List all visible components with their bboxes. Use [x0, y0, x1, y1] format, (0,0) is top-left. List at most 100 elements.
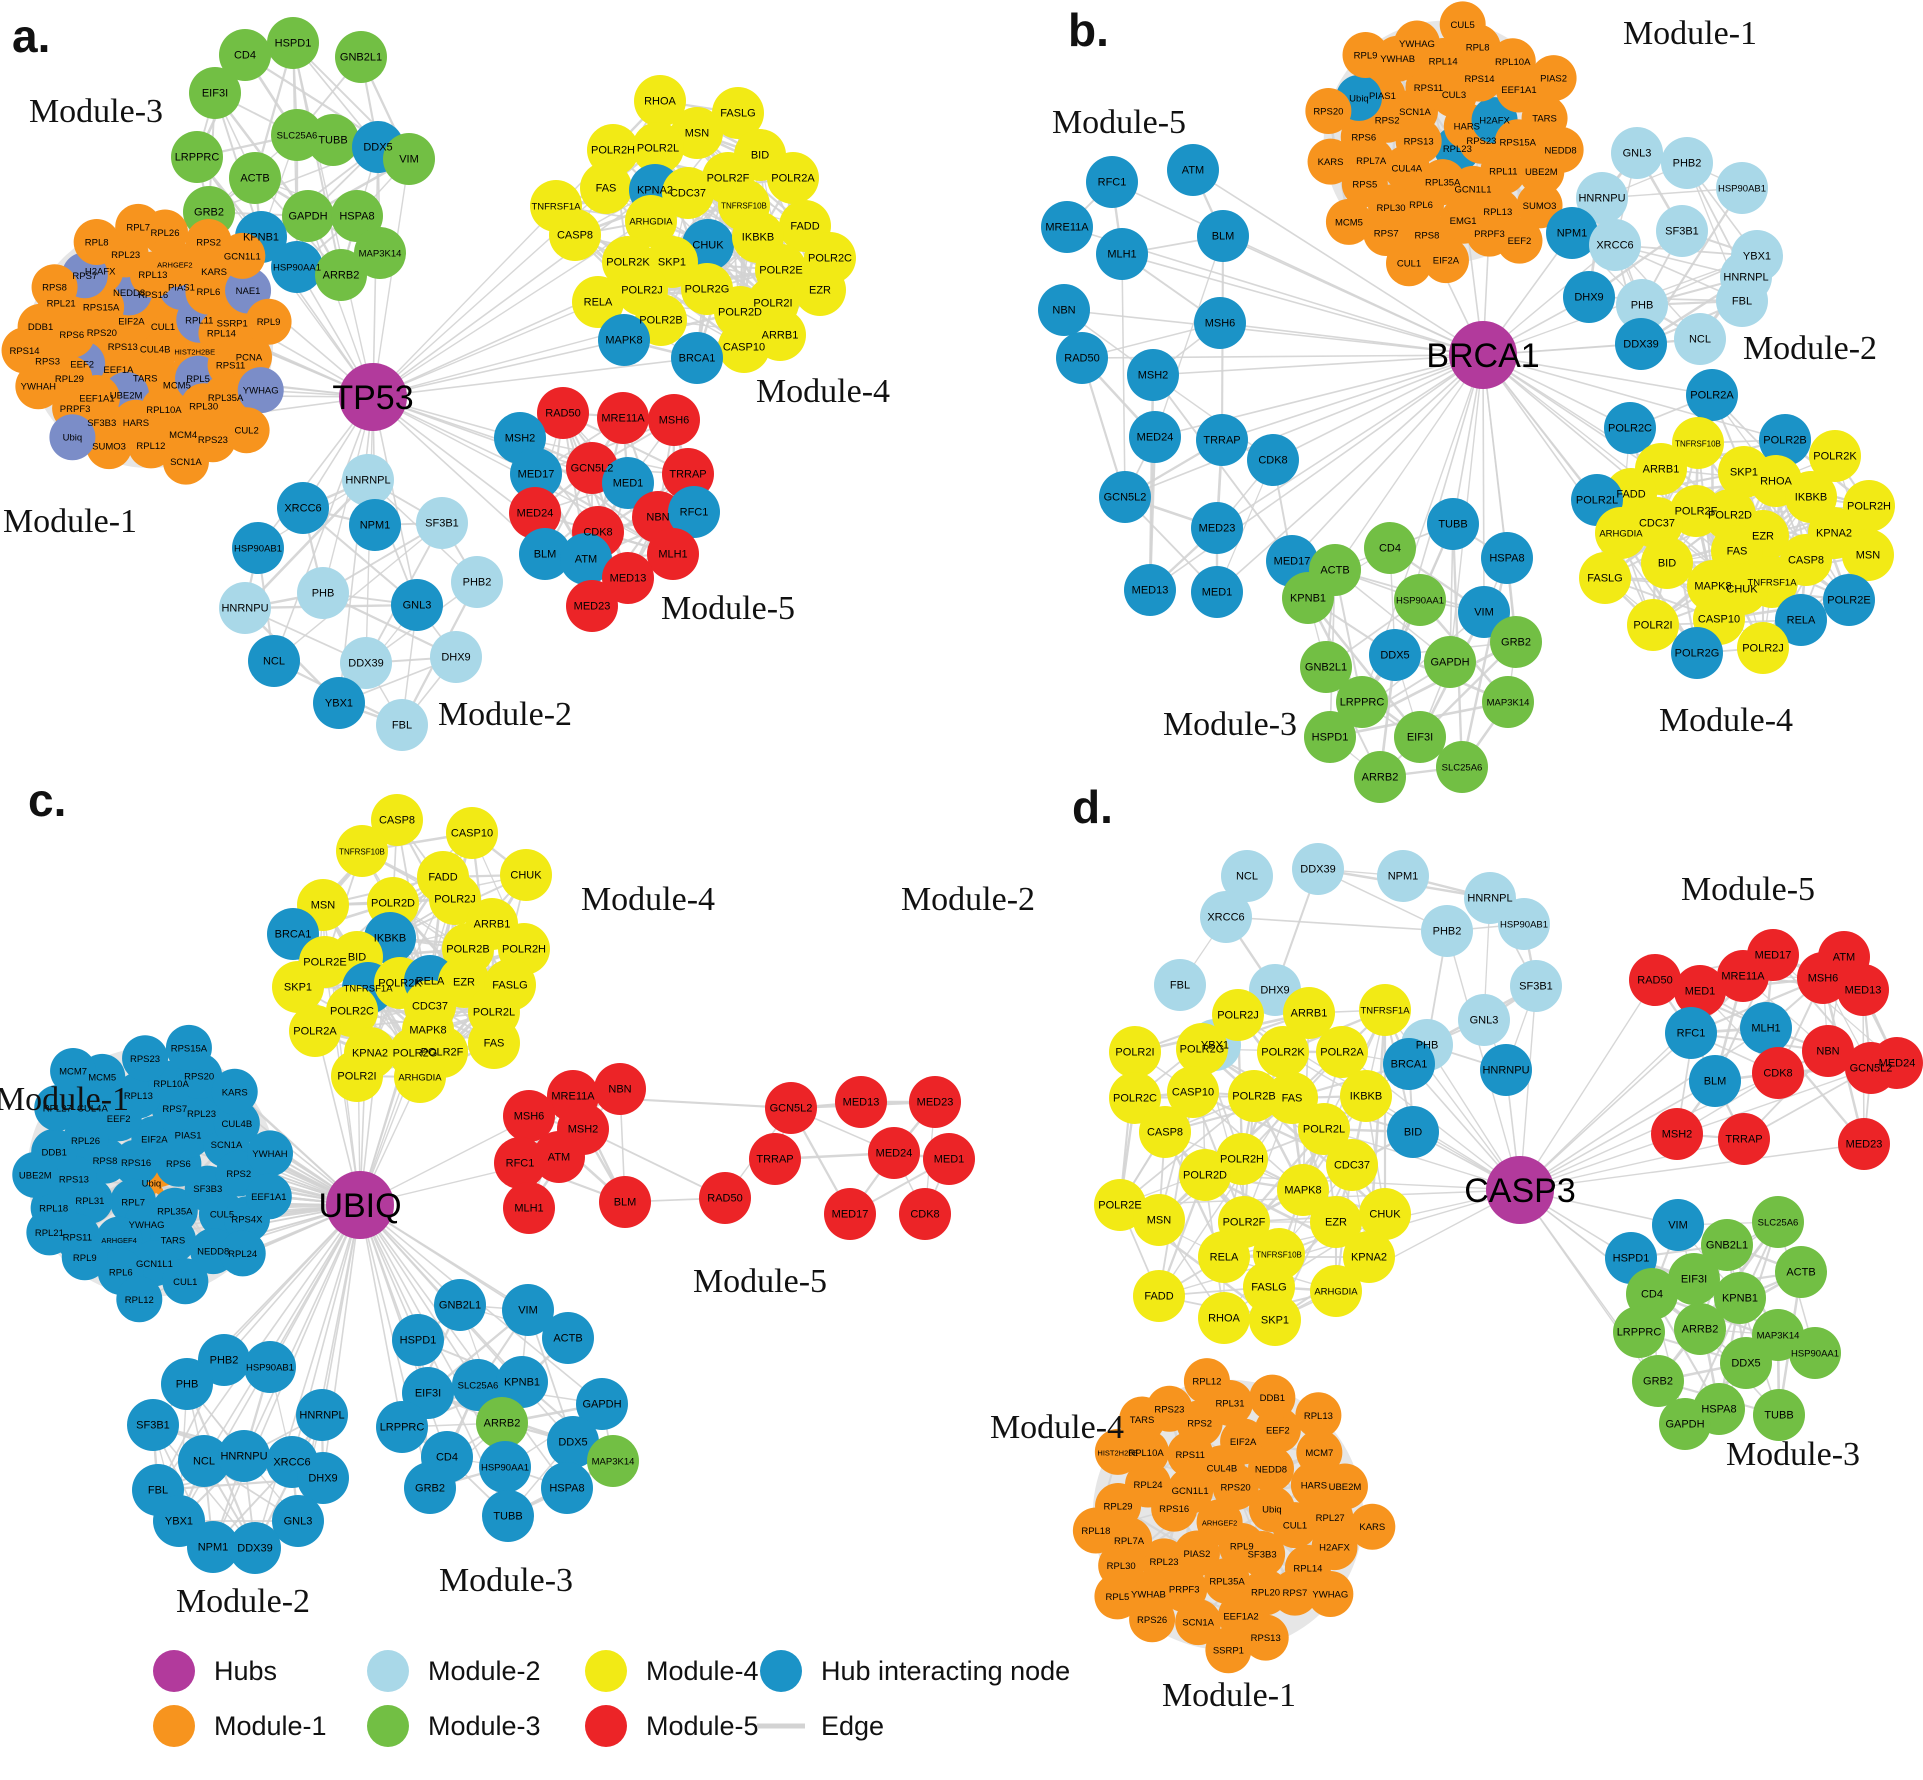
edge [1307, 597, 1421, 738]
node-label: RFC1 [1098, 177, 1127, 189]
node-label: CASP8 [1147, 1127, 1183, 1139]
node-label: EEF1A1 [1501, 85, 1536, 96]
node-label: MAP3K14 [592, 1457, 635, 1468]
node-label: HNRNPL [345, 475, 390, 487]
node-label: TUBB [1438, 519, 1467, 531]
node-label: FADD [790, 221, 819, 233]
node-label: POLR2K [1813, 451, 1857, 463]
node-RAD50 [537, 387, 589, 439]
node-DDB1 [1249, 1374, 1296, 1421]
node-HSPD1 [1304, 711, 1356, 763]
node-label: RPL30 [1107, 1561, 1136, 1572]
node-label: POLR2D [718, 307, 762, 319]
node-label: RAD50 [1637, 975, 1672, 987]
node-SF3B1 [416, 497, 468, 549]
node-POLR2I [331, 1050, 383, 1102]
node-BLM [1197, 210, 1249, 262]
node-label: POLR2D [1708, 510, 1752, 522]
node-label: CDC37 [670, 188, 706, 200]
node-label: YWHAG [1312, 1589, 1348, 1600]
node-label: EIF2A [118, 316, 145, 327]
node-label: ARHGEF2 [1202, 1519, 1237, 1528]
edge [1519, 985, 1537, 1191]
node-label: EIF3I [415, 1388, 441, 1400]
node-label: LRPPRC [1340, 697, 1385, 709]
module-title-d-Module-2: Module-2 [901, 881, 1035, 918]
node-label: EEF2 [70, 359, 94, 370]
node-label: FBL [1732, 296, 1752, 308]
edge [1323, 1128, 1521, 1191]
node-label: RPS14 [1464, 74, 1494, 85]
node-label: XRCC6 [284, 503, 321, 515]
node-label: CUL1 [1283, 1521, 1307, 1532]
node-label: PHB [1416, 1040, 1439, 1052]
node-label: RPL18 [1081, 1526, 1110, 1537]
node-XRCC6 [1200, 891, 1252, 943]
node-label: HNRNPL [299, 1410, 344, 1422]
node-TNFRSF10B [336, 825, 388, 877]
node-label: SLC25A6 [1758, 1218, 1799, 1229]
node-label: H2AFX [85, 267, 116, 278]
node-label: CDC37 [1639, 518, 1675, 530]
node-LRPPRC [1613, 1306, 1665, 1358]
node-label: GCN1L1 [1455, 184, 1492, 195]
node-label: KPNA2 [637, 185, 673, 197]
node-label: RPL27 [1316, 1513, 1345, 1524]
node-label: HSP90AA1 [273, 263, 321, 274]
node-MED23 [1191, 502, 1243, 554]
node-label: ARRB1 [1291, 1008, 1328, 1020]
node-CDC37 [1326, 1139, 1378, 1191]
node-label: HSP90AB1 [1500, 920, 1548, 931]
node-label: PRPF3 [1169, 1585, 1200, 1596]
node-label: CUL4B [1207, 1464, 1238, 1475]
node-RPS5 [1341, 161, 1388, 208]
node-label: RPS13 [108, 342, 138, 353]
node-label: HARS [123, 418, 149, 429]
node-BRCA1 [1383, 1038, 1435, 1090]
node-label: RPS2 [1375, 115, 1400, 126]
node-label: BID [1404, 1127, 1422, 1139]
node-label: MSH2 [505, 433, 536, 445]
node-label: PRPF3 [60, 404, 91, 415]
node-MLH1 [503, 1182, 555, 1234]
node-label: ARRB2 [484, 1418, 521, 1430]
node-label: RPL7A [1114, 1536, 1145, 1547]
edge [1519, 1138, 1745, 1191]
node-CUL4A [1383, 145, 1430, 192]
node-GCN1L1 [219, 232, 266, 279]
node-label: RPL6 [197, 287, 221, 298]
node-label: TRRAP [669, 469, 706, 481]
node-label: PHB [312, 588, 335, 600]
node-MCM7 [1296, 1429, 1343, 1476]
panel-letter-c: c. [28, 774, 66, 826]
node-label: RPL31 [75, 1196, 104, 1207]
node-label: Ubiq [1349, 93, 1369, 104]
node-LRPPRC [171, 131, 223, 183]
node-label: RAD50 [545, 408, 580, 420]
node-MSH2 [1127, 349, 1179, 401]
node-FBL [1716, 275, 1768, 327]
node-label: SLC25A6 [277, 131, 318, 142]
node-label: TNFRSF10B [1675, 440, 1721, 449]
node-label: DDX5 [363, 142, 392, 154]
node-label: POLR2G [1675, 648, 1720, 660]
node-ARRB2 [476, 1397, 528, 1449]
node-label: ATM [575, 554, 597, 566]
node-SF3B1 [1656, 205, 1708, 257]
edge [1124, 354, 1484, 498]
hub-label: UBIQ [318, 1187, 401, 1225]
node-TRRAP [1196, 414, 1248, 466]
node-label: YWHAH [21, 382, 57, 393]
node-label: GCN5L2 [571, 463, 614, 475]
node-label: GRB2 [1643, 1376, 1673, 1388]
node-label: CDK8 [910, 1209, 939, 1221]
node-label: RPL18 [39, 1204, 68, 1215]
node-label: RPS11 [1176, 1450, 1205, 1461]
node-label: Ubiq [63, 433, 83, 444]
node-label: RPS15A [1500, 138, 1537, 149]
node-label: CDC37 [1334, 1160, 1370, 1172]
node-label: HARS [1454, 122, 1480, 133]
node-label: MRE11A [1045, 222, 1089, 234]
legend-swatch-module2 [367, 1650, 409, 1692]
node-label: HSPA8 [1701, 1404, 1736, 1416]
